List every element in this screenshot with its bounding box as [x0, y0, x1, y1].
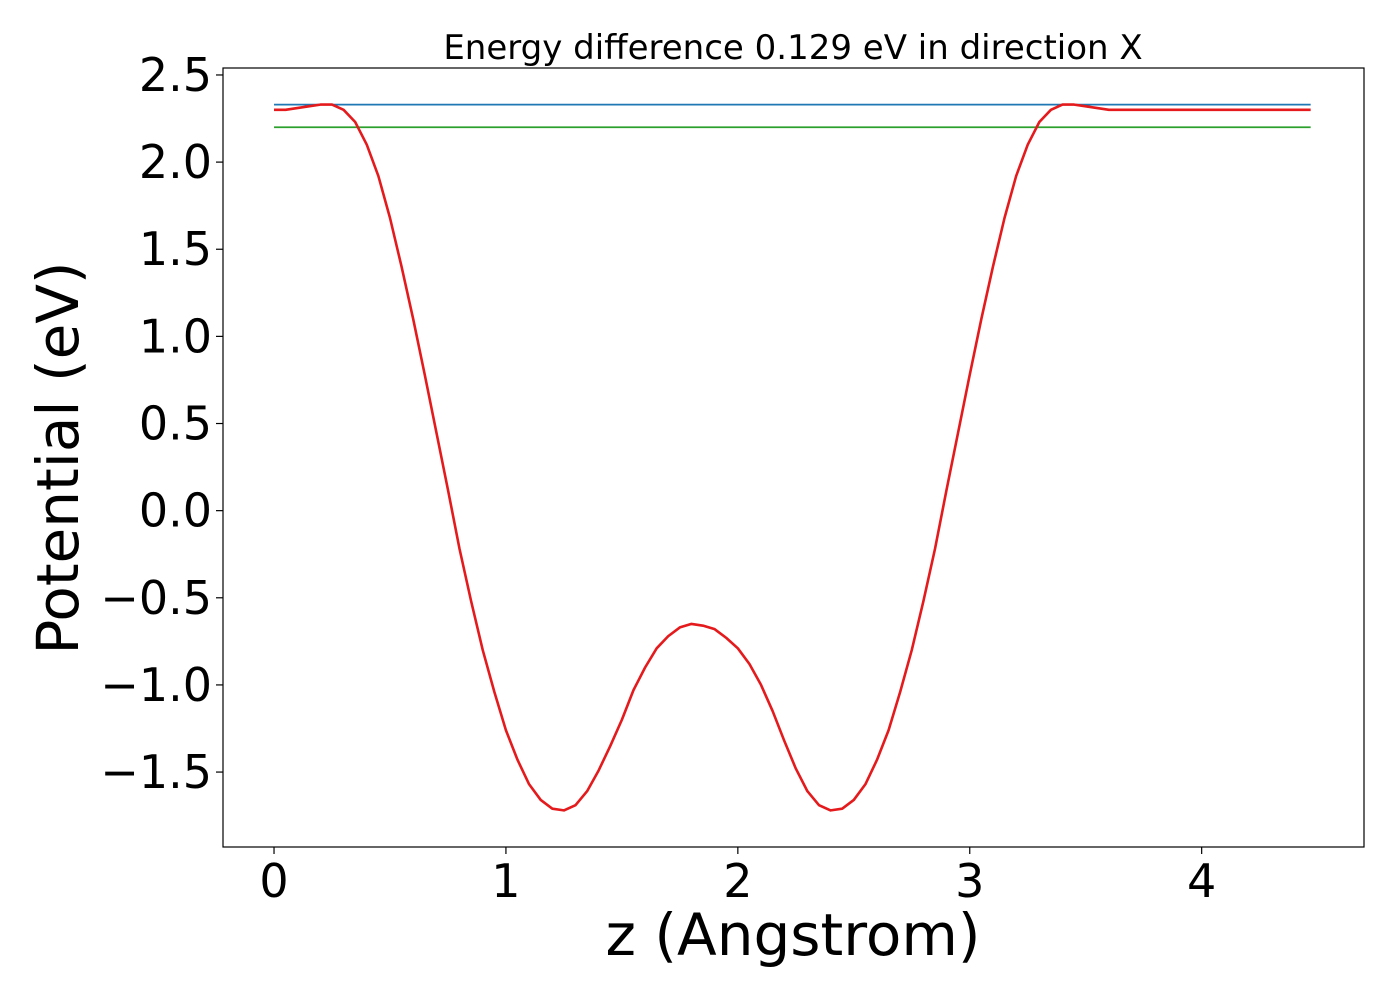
y-tick-label: 0.5 — [139, 397, 212, 451]
y-tick-label: −1.0 — [100, 658, 212, 712]
y-tick-label: 2.5 — [139, 48, 212, 102]
y-axis-label: Potential (eV) — [24, 261, 92, 654]
x-axis-ticks: 0 1 2 3 4 — [259, 847, 1216, 908]
x-axis-label: z (Angstrom) — [606, 901, 981, 969]
x-tick-label: 4 — [1187, 854, 1216, 908]
y-tick-label: 1.5 — [139, 222, 212, 276]
x-tick-label: 3 — [955, 854, 984, 908]
x-tick-label: 0 — [259, 854, 288, 908]
y-tick-label: −0.5 — [100, 571, 212, 625]
x-tick-label: 2 — [723, 854, 752, 908]
series-line-2 — [274, 103, 1311, 812]
plot-frame — [222, 67, 1365, 848]
y-tick-label: 1.0 — [139, 309, 212, 363]
chart-title: Energy difference 0.129 eV in direction … — [443, 28, 1142, 68]
y-tick-label: 2.0 — [139, 135, 212, 189]
y-axis-ticks: 2.5 2.0 1.5 1.0 0.5 0.0 −0.5 −1.0 −1.5 — [100, 48, 223, 799]
x-tick-label: 1 — [491, 854, 520, 908]
plot-lines — [274, 103, 1311, 812]
y-tick-label: −1.5 — [100, 745, 212, 799]
y-tick-label: 0.0 — [139, 484, 212, 538]
